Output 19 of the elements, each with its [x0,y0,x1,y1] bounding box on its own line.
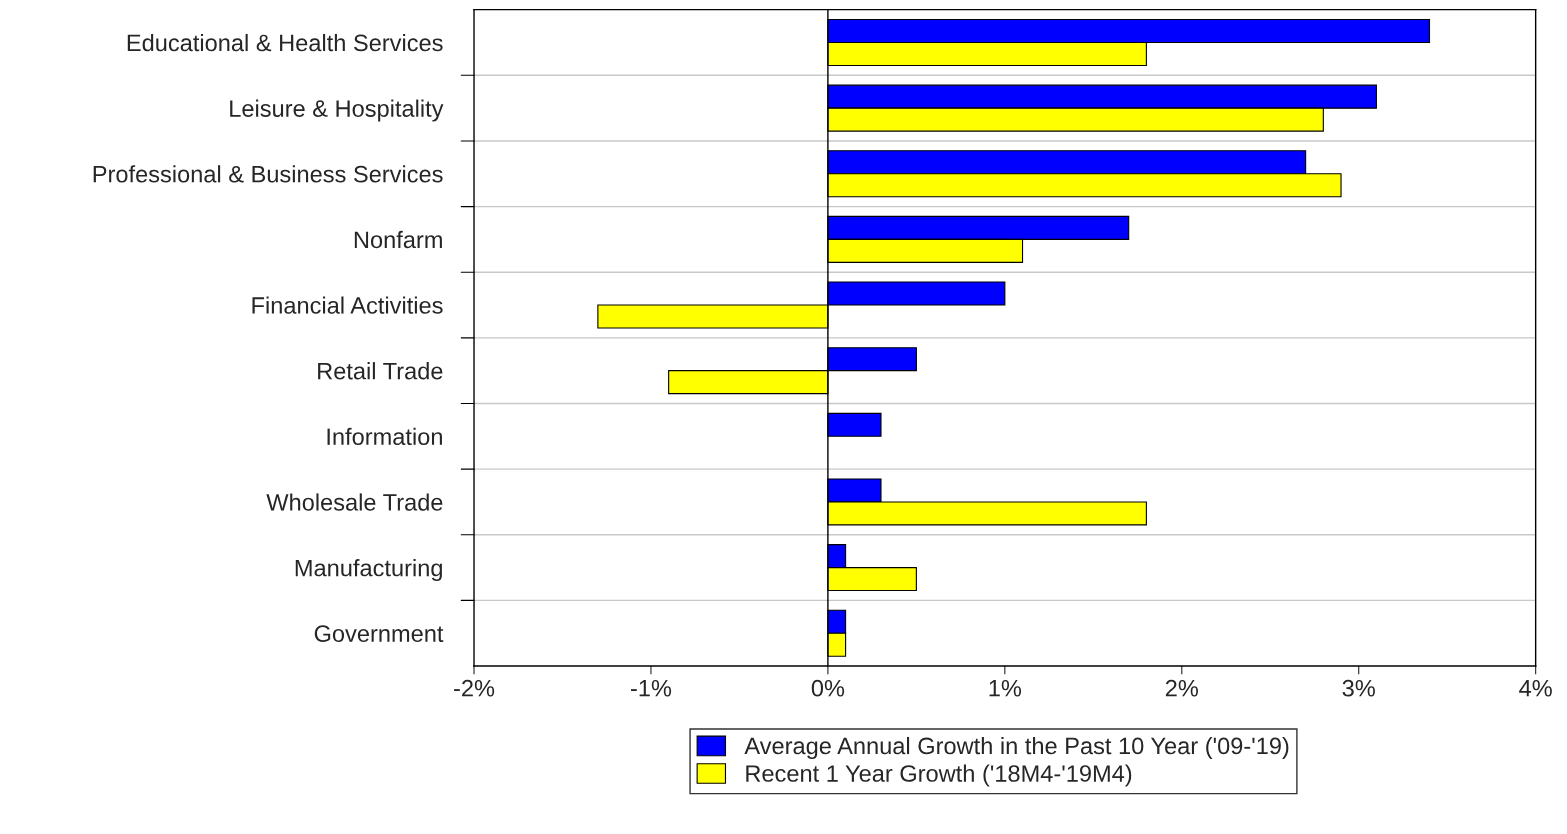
y-tick-label: Financial Activities [252,296,443,314]
x-tick-label: -1% [631,679,672,697]
y-tick-label: Educational & Health Services [127,33,443,52]
y-tick-label: Manufacturing [295,559,442,582]
legend-label: Recent 1 Year Growth ('18M4-'19M4) [746,764,1132,787]
y-tick-label: Leisure & Hospitality [230,99,444,122]
y-tick-label: Retail Trade [318,362,443,380]
x-tick-label: 4% [1519,679,1552,697]
x-tick-label: 0% [811,679,845,697]
x-tick-label: 1% [989,679,1022,697]
y-tick-label: Information [327,427,442,446]
y-tick-label: Wholesale Trade [266,493,443,511]
y-tick-label: Professional & Business Services [93,165,443,183]
y-tick-label: Nonfarm [354,230,442,249]
legend-label: Average Annual Growth in the Past 10 Year ('09-'19) [744,736,1289,759]
x-tick-label: 2% [1165,679,1198,697]
y-tick-label: Government [314,625,444,642]
x-tick-label: 3% [1342,679,1375,697]
x-tick-label: -2% [454,679,495,697]
